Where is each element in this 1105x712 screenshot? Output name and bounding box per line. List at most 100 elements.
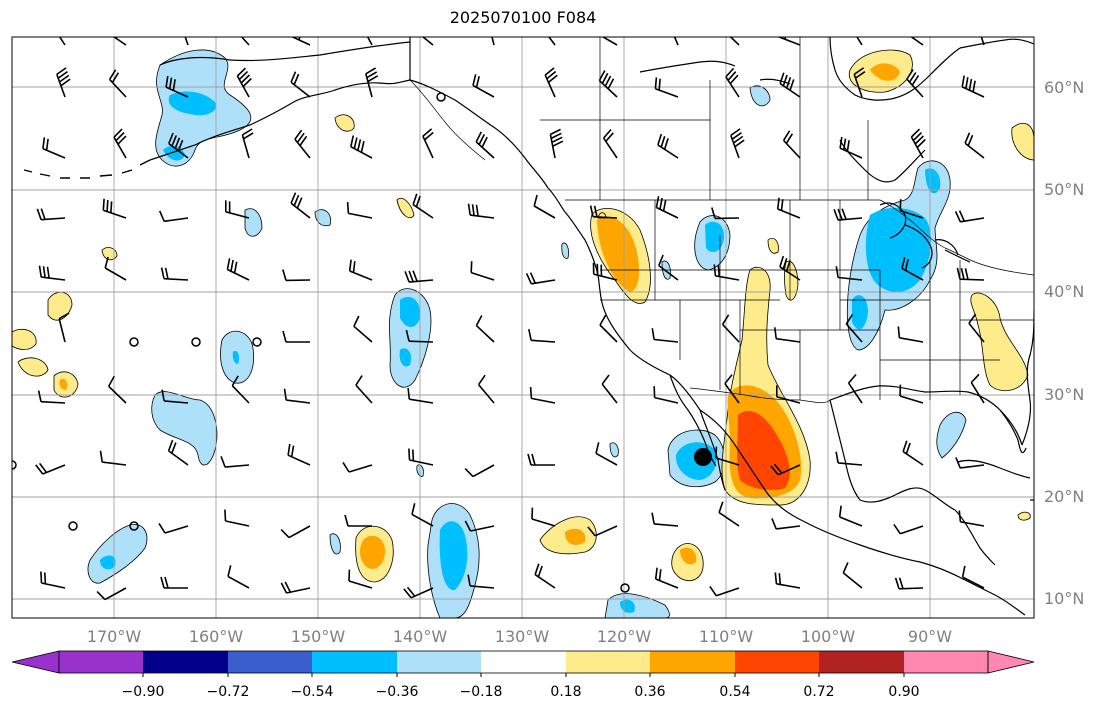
wind-barb	[544, 67, 558, 98]
wind-barb	[842, 562, 863, 589]
florida	[999, 409, 1027, 454]
wind-barb	[366, 37, 373, 46]
wind-barb	[283, 388, 311, 404]
wind-barb	[0, 73, 4, 97]
wind-barb	[838, 505, 863, 527]
wind-barb	[724, 374, 740, 404]
negative-anomaly-region	[749, 85, 771, 107]
negative-anomaly-region	[604, 593, 670, 618]
lon-label: 130°W	[495, 627, 550, 646]
colorbar-segment	[397, 651, 481, 673]
wind-barb	[771, 518, 801, 530]
wind-barb	[598, 70, 618, 98]
wind-barb	[165, 75, 189, 98]
colorbar-tick-label: −0.18	[460, 684, 503, 700]
colorbar-outline	[58, 650, 989, 674]
wind-barb	[587, 525, 618, 537]
wind-barb	[403, 586, 434, 599]
map-frame	[11, 36, 1035, 619]
wind-barb	[282, 330, 310, 343]
colorbar-extend-low	[11, 650, 60, 674]
wind-barb	[980, 37, 985, 46]
wind-barb	[847, 373, 863, 404]
wind-barb	[894, 577, 924, 590]
calm-wind-circle	[129, 521, 139, 531]
wind-barb	[658, 254, 679, 281]
wind-barb	[472, 74, 495, 98]
colorbar-tick-label: −0.36	[376, 684, 419, 700]
wind-barb	[595, 442, 618, 466]
wind-barb	[491, 37, 495, 46]
wind-barb	[421, 37, 434, 46]
negative-anomaly-core	[168, 91, 216, 116]
wind-barb	[161, 389, 189, 404]
negative-anomaly-region	[244, 208, 263, 237]
lon-label: 110°W	[699, 627, 754, 646]
lat-label: 50°N	[1044, 180, 1084, 199]
wind-barb	[280, 525, 311, 539]
wind-barb	[96, 587, 127, 601]
wind-barb	[657, 133, 679, 159]
hudson-bay-south	[839, 139, 926, 183]
colorbar-segment	[566, 651, 650, 673]
cyclone-center-marker	[694, 448, 712, 466]
negative-anomaly-core	[852, 295, 868, 330]
wind-barb	[589, 205, 618, 219]
wind-barb	[729, 37, 740, 46]
longitude-labels: 170°W 160°W 150°W 140°W 130°W 120°W 110°…	[87, 627, 952, 646]
negative-anomaly-core	[100, 555, 116, 570]
wind-barb	[770, 463, 801, 476]
colorbar-tick-label: 0.36	[634, 684, 665, 700]
wind-barb	[407, 387, 434, 404]
wind-barb	[353, 315, 373, 343]
wind-barb	[294, 129, 311, 159]
colorbar-segment	[59, 651, 143, 673]
aleutian-islands	[23, 159, 151, 179]
graticule	[12, 37, 1034, 618]
calm-wind-circle	[12, 460, 17, 470]
negative-anomaly-core	[925, 168, 941, 194]
colorbar-segment	[904, 651, 988, 673]
calm-wind-circles	[12, 92, 630, 593]
wind-barb	[525, 272, 556, 285]
great-lakes	[879, 202, 971, 269]
wind-barb	[405, 329, 434, 343]
wind-barb	[779, 255, 801, 281]
positive-anomaly-core	[360, 535, 386, 569]
positive-anomaly-region	[47, 291, 73, 321]
wind-barb	[342, 461, 373, 473]
lon-label: 150°W	[291, 627, 346, 646]
canadian-provinces	[540, 37, 869, 200]
wind-barb	[961, 565, 985, 589]
wind-barb	[0, 197, 4, 218]
wind-barb	[0, 131, 4, 158]
wind-barb	[37, 390, 66, 404]
wind-barb	[225, 200, 250, 219]
wind-barb	[167, 439, 189, 466]
negative-anomaly-core	[439, 521, 468, 591]
wind-barb	[0, 377, 4, 403]
wind-barb	[107, 375, 127, 404]
wind-barb	[58, 312, 70, 343]
wind-barb	[730, 128, 745, 159]
wind-barb	[112, 37, 127, 46]
wind-barb	[168, 132, 189, 159]
wind-barb	[956, 267, 985, 281]
wind-barb	[0, 501, 4, 526]
central-america	[954, 509, 1026, 616]
wind-barb	[782, 130, 801, 159]
wind-barb	[344, 514, 372, 527]
wind-barb	[113, 128, 127, 159]
wind-barb	[0, 256, 4, 280]
positive-anomaly-peak	[737, 411, 790, 490]
negative-anomaly-region	[609, 442, 619, 458]
wind-barb	[227, 565, 250, 589]
colorbar-tick-label: 0.18	[550, 684, 581, 700]
wind-barb	[290, 37, 311, 46]
positive-anomaly-region	[12, 328, 37, 350]
wind-barb	[158, 210, 189, 223]
wind-barb	[839, 136, 863, 159]
wind-barb	[422, 128, 434, 159]
wind-barb	[599, 314, 618, 343]
